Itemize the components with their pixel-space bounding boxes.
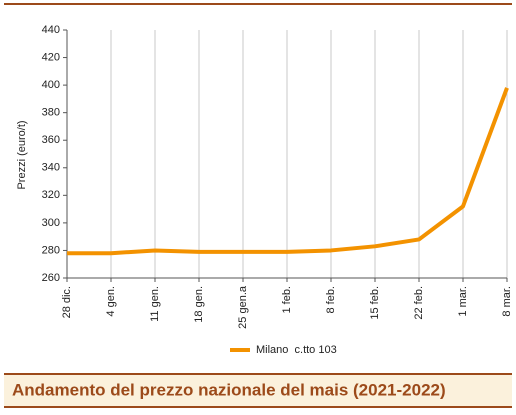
y-tick-label: 360 bbox=[42, 134, 60, 146]
x-tick-label: 4 gen. bbox=[105, 286, 117, 317]
legend-label: Milano c.tto 103 bbox=[256, 344, 337, 356]
x-tick-label: 25 gen.a bbox=[237, 285, 249, 329]
y-axis-label: Prezzi (euro/t) bbox=[16, 120, 28, 189]
x-tick-label: 8 feb. bbox=[325, 286, 337, 314]
x-tick-label: 18 gen. bbox=[193, 286, 205, 323]
y-tick-label: 320 bbox=[42, 189, 60, 201]
y-tick-label: 300 bbox=[42, 217, 60, 229]
y-tick-label: 420 bbox=[42, 51, 60, 63]
y-tick-label: 260 bbox=[42, 272, 60, 284]
title-band bbox=[4, 374, 512, 407]
x-tick-label: 28 dic. bbox=[61, 286, 73, 318]
y-tick-label: 380 bbox=[42, 107, 60, 119]
x-tick-label: 8 mar. bbox=[501, 286, 513, 317]
y-tick-label: 400 bbox=[42, 79, 60, 91]
x-tick-label: 22 feb. bbox=[413, 286, 425, 320]
x-tick-label: 11 gen. bbox=[149, 286, 161, 322]
chart-title: Andamento del prezzo nazionale del mais … bbox=[12, 380, 446, 399]
x-tick-label: 1 mar. bbox=[457, 286, 469, 317]
x-tick-label: 1 feb. bbox=[281, 286, 293, 314]
x-tick-label: 15 feb. bbox=[369, 286, 381, 320]
y-tick-label: 280 bbox=[42, 244, 60, 256]
data-line bbox=[67, 87, 509, 256]
y-tick-label: 440 bbox=[42, 24, 60, 36]
y-tick-label: 340 bbox=[42, 162, 60, 174]
